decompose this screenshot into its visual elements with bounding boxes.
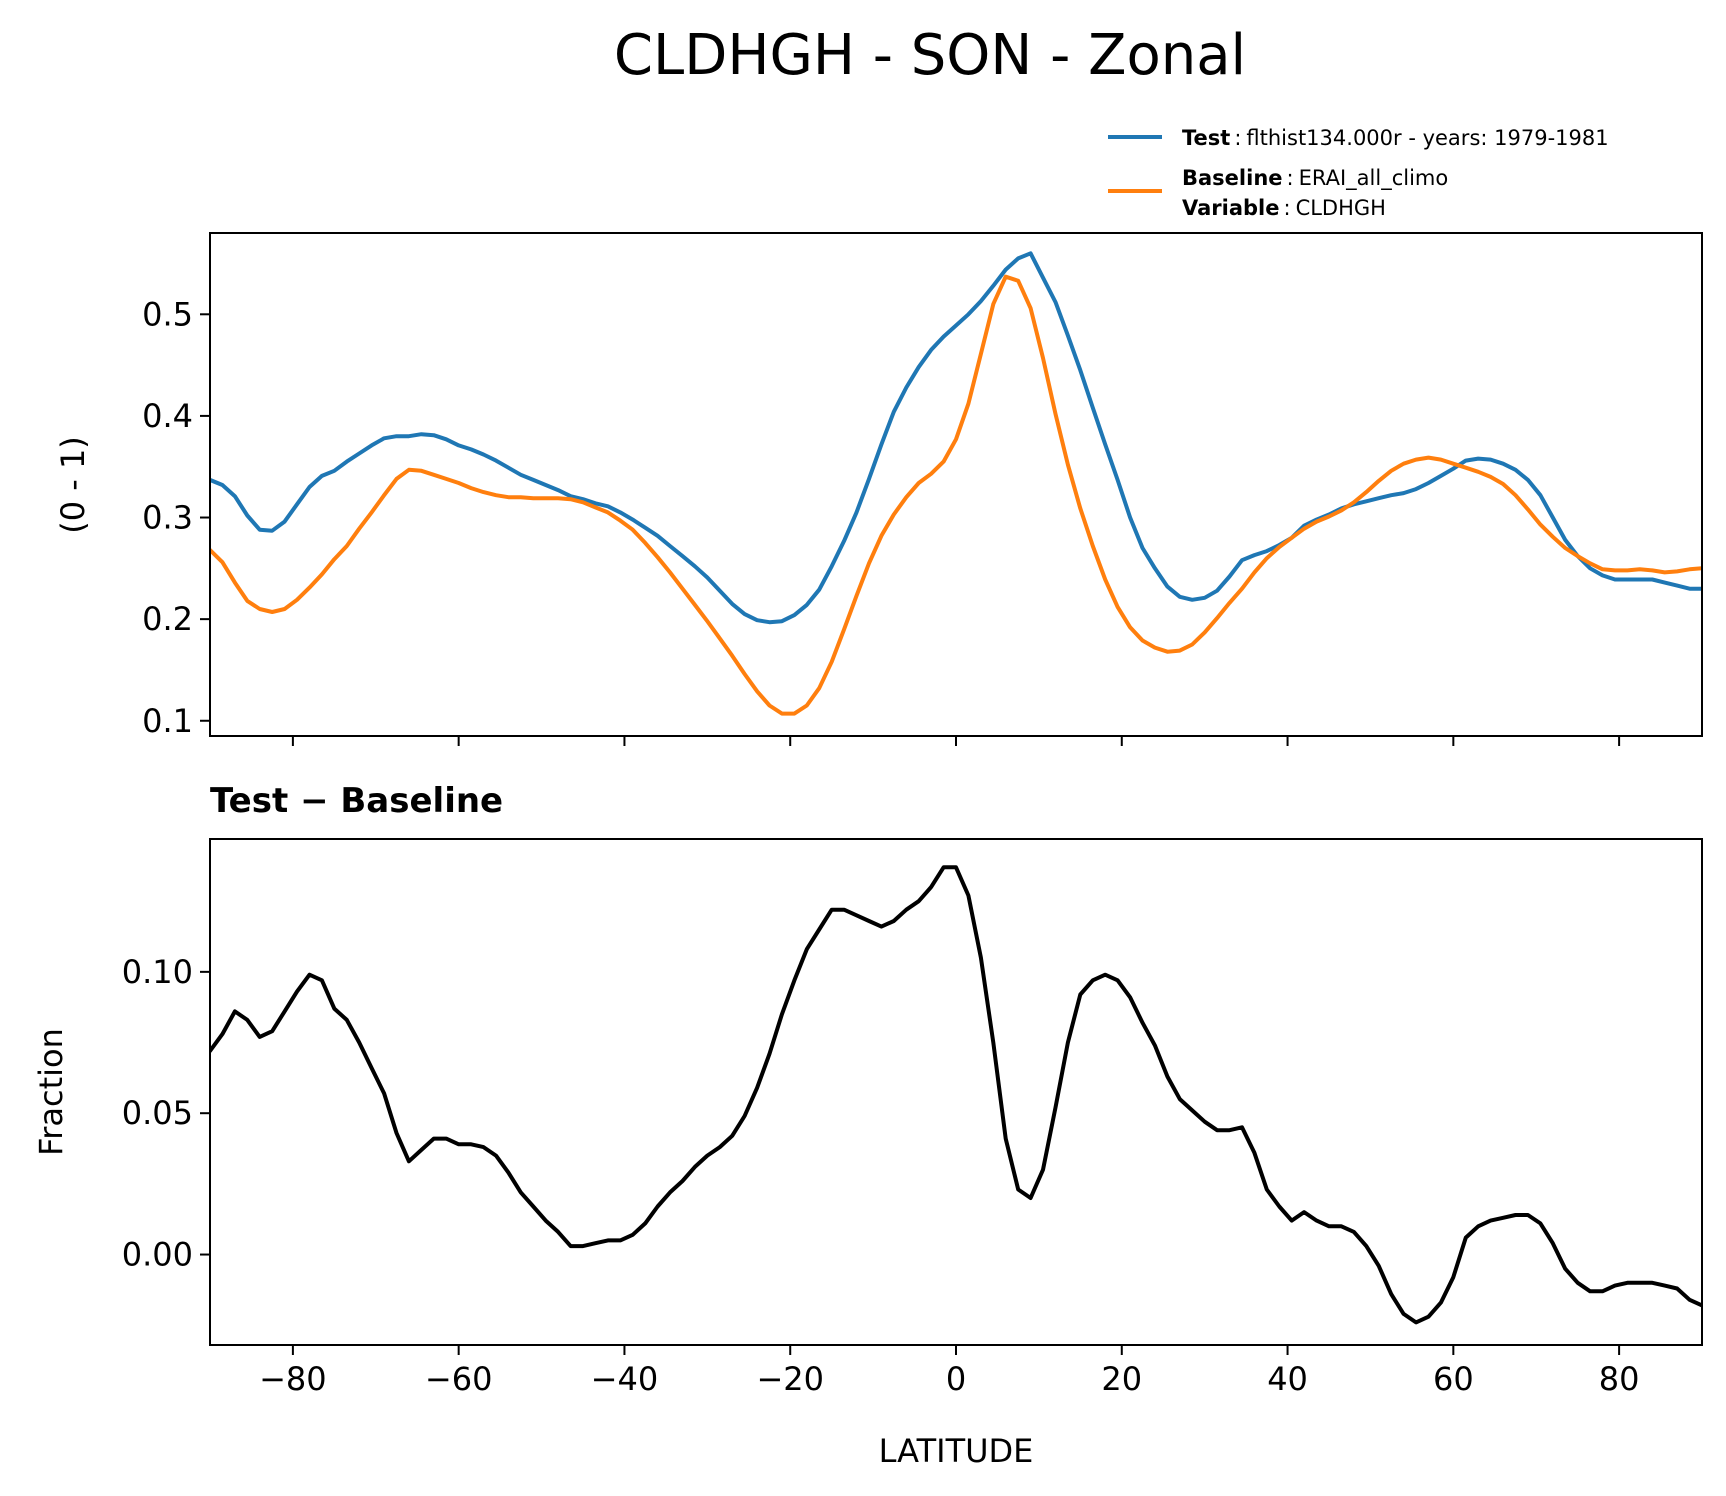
figure-title: CLDHGH - SON - Zonal [614,23,1246,88]
top-panel-y-ticks: 0.1 0.2 0.3 0.4 0.5 [142,295,210,740]
top-panel-y-tick-label: 0.1 [142,702,193,740]
bottom-panel-y-ticks: 0.00 0.05 0.10 [122,953,210,1274]
top-panel-test-line [210,251,1702,625]
bot-panel-y-tick-label: 0.10 [122,953,193,991]
bot-panel-y-tick-label: 0.05 [122,1094,193,1132]
top-panel-y-tick-label: 0.5 [142,295,193,333]
top-panel-baseline-line [210,274,1702,716]
bottom-panel-x-ticks: −80 −60 −40 −20 0 20 40 60 80 [259,1345,1639,1398]
legend-variable-entry: Variable: CLDHGH [1182,196,1386,220]
top-panel-y-label: (0 - 1) [54,436,92,534]
bottom-panel: Test − Baseline −80 −60 −40 −20 0 20 40 60 80 0.… [32,781,1703,1470]
legend-variable-key: Variable [1182,196,1279,220]
top-panel: 0.1 0.2 0.3 0.4 0.5 (0 - 1) [54,232,1703,746]
bottom-panel-title: Test − Baseline [210,781,503,821]
bot-panel-y-tick-label: 0.00 [122,1236,193,1274]
bot-panel-x-tick-label: 0 [946,1360,966,1398]
top-panel-y-tick-label: 0.3 [142,499,193,537]
bot-panel-x-tick-label: −40 [591,1360,659,1398]
legend: Test: flthist134.000r - years: 1979-1981 … [1108,126,1609,220]
bottom-panel-series [210,865,1702,1325]
bot-panel-difference-line [210,865,1702,1325]
legend-test-value: flthist134.000r - years: 1979-1981 [1246,126,1608,150]
bot-panel-x-tick-label: 60 [1433,1360,1474,1398]
bottom-panel-x-label: LATITUDE [879,1432,1034,1470]
bot-panel-x-tick-label: 80 [1599,1360,1640,1398]
top-panel-y-tick-label: 0.4 [142,397,193,435]
top-panel-y-tick-label: 0.2 [142,600,193,638]
top-panel-x-ticks [291,736,1621,746]
top-panel-series [210,251,1702,716]
legend-baseline-entry: Baseline: ERAI_all_climo [1182,166,1448,191]
legend-variable-value: CLDHGH [1296,196,1386,220]
legend-baseline-key: Baseline [1182,166,1283,190]
bot-panel-x-tick-label: −60 [425,1360,493,1398]
bottom-panel-y-label: Fraction [32,1028,70,1156]
bot-panel-x-tick-label: 40 [1267,1360,1308,1398]
bot-panel-x-tick-label: −20 [756,1360,824,1398]
legend-test-entry: Test: flthist134.000r - years: 1979-1981 [1182,126,1609,150]
bot-panel-x-tick-label: 20 [1101,1360,1142,1398]
bot-panel-x-tick-label: −80 [259,1360,327,1398]
legend-test-key: Test [1182,126,1230,150]
legend-baseline-value: ERAI_all_climo [1299,166,1449,191]
